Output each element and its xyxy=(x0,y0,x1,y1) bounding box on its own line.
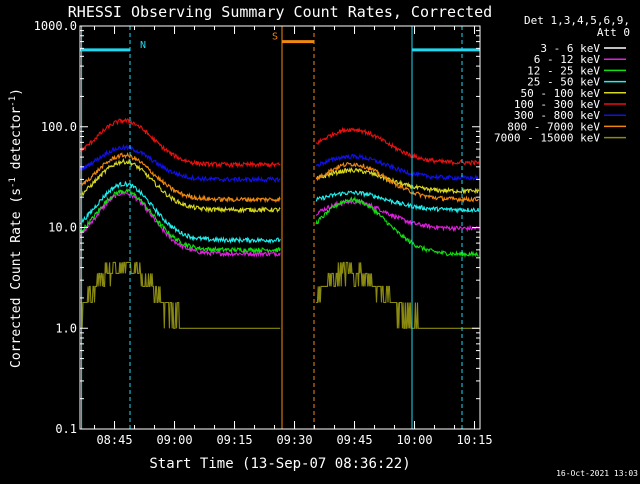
y-axis-label-main: Corrected Count Rate (s xyxy=(9,188,24,368)
legend-header-attenuator: Att 0 xyxy=(597,26,630,39)
flag-label-2: S xyxy=(272,32,278,43)
legend-label-7: 300 - 800 keV xyxy=(514,109,600,122)
y-tick-label-2: 1.0 xyxy=(55,321,77,335)
legend-header-detectors: Det 1,3,4,5,6,9, xyxy=(524,14,630,27)
x-tick-label-6: 10:00 xyxy=(396,433,432,447)
y-tick-label-1: 0.1 xyxy=(55,422,77,436)
y-axis-label-sup2: -1 xyxy=(8,96,18,107)
legend-label-6: 100 - 300 keV xyxy=(514,98,600,111)
series-line-7-seg-1 xyxy=(80,143,281,184)
x-tick-label-7: 10:15 xyxy=(456,433,492,447)
axes: 0.1 1.0 10.0 100.0 1000.0 08:45 09:00 09:15 09:3… xyxy=(34,19,493,447)
y-tick-label-5: 1000.0 xyxy=(34,19,77,33)
series-line-5-seg-1 xyxy=(80,157,281,214)
y-axis-label: Corrected Count Rate (s-1 detector-1) xyxy=(8,88,24,368)
y-axis-label-end: ) xyxy=(9,88,24,96)
legend-label-3: 12 - 25 keV xyxy=(527,64,600,77)
x-tick-label-2: 09:00 xyxy=(156,433,192,447)
legend-label-1: 3 - 6 keV xyxy=(540,42,600,55)
series-line-8-seg-1 xyxy=(80,151,281,204)
x-axis-label: Start Time (13-Sep-07 08:36:22) xyxy=(149,456,410,472)
x-tick-label-3: 09:15 xyxy=(216,433,252,447)
series-line-1-seg-1 xyxy=(80,202,281,275)
x-tick-label-1: 08:45 xyxy=(96,433,132,447)
series-line-7-seg-2 xyxy=(315,153,480,181)
series-line-4-seg-1 xyxy=(80,180,281,245)
series-line-4-seg-2 xyxy=(315,190,480,214)
y-axis-label-mid: detector xyxy=(9,107,24,178)
series-line-3-seg-1 xyxy=(80,188,281,255)
series-line-3-seg-2 xyxy=(315,195,479,258)
chart-title: RHESSI Observing Summary Count Rates, Co… xyxy=(68,3,492,21)
series-line-1-seg-2 xyxy=(315,209,480,280)
legend-label-5: 50 - 100 keV xyxy=(521,87,601,100)
series-line-5-seg-2 xyxy=(316,166,480,195)
series-line-9-seg-1 xyxy=(80,261,281,329)
plot-area: NS xyxy=(80,26,480,429)
legend-label-8: 800 - 7000 keV xyxy=(507,120,600,133)
series-line-8-seg-2 xyxy=(315,161,479,204)
plot-frame xyxy=(79,25,481,430)
flag-label-1: N xyxy=(140,40,146,51)
y-tick-label-3: 10.0 xyxy=(48,221,77,235)
timestamp: 16-Oct-2021 13:03 xyxy=(556,469,638,478)
series-line-6-seg-1 xyxy=(80,117,281,169)
y-tick-label-4: 100.0 xyxy=(41,120,77,134)
legend-label-2: 6 - 12 keV xyxy=(534,53,601,66)
x-tick-label-4: 09:30 xyxy=(276,433,312,447)
x-tick-label-5: 09:45 xyxy=(336,433,372,447)
y-axis-label-sup1: -1 xyxy=(8,177,18,188)
series-line-6-seg-2 xyxy=(316,126,480,167)
legend-label-4: 25 - 50 keV xyxy=(527,76,600,89)
legend-label-9: 7000 - 15000 keV xyxy=(494,132,600,145)
series-line-9-seg-2 xyxy=(316,261,479,329)
